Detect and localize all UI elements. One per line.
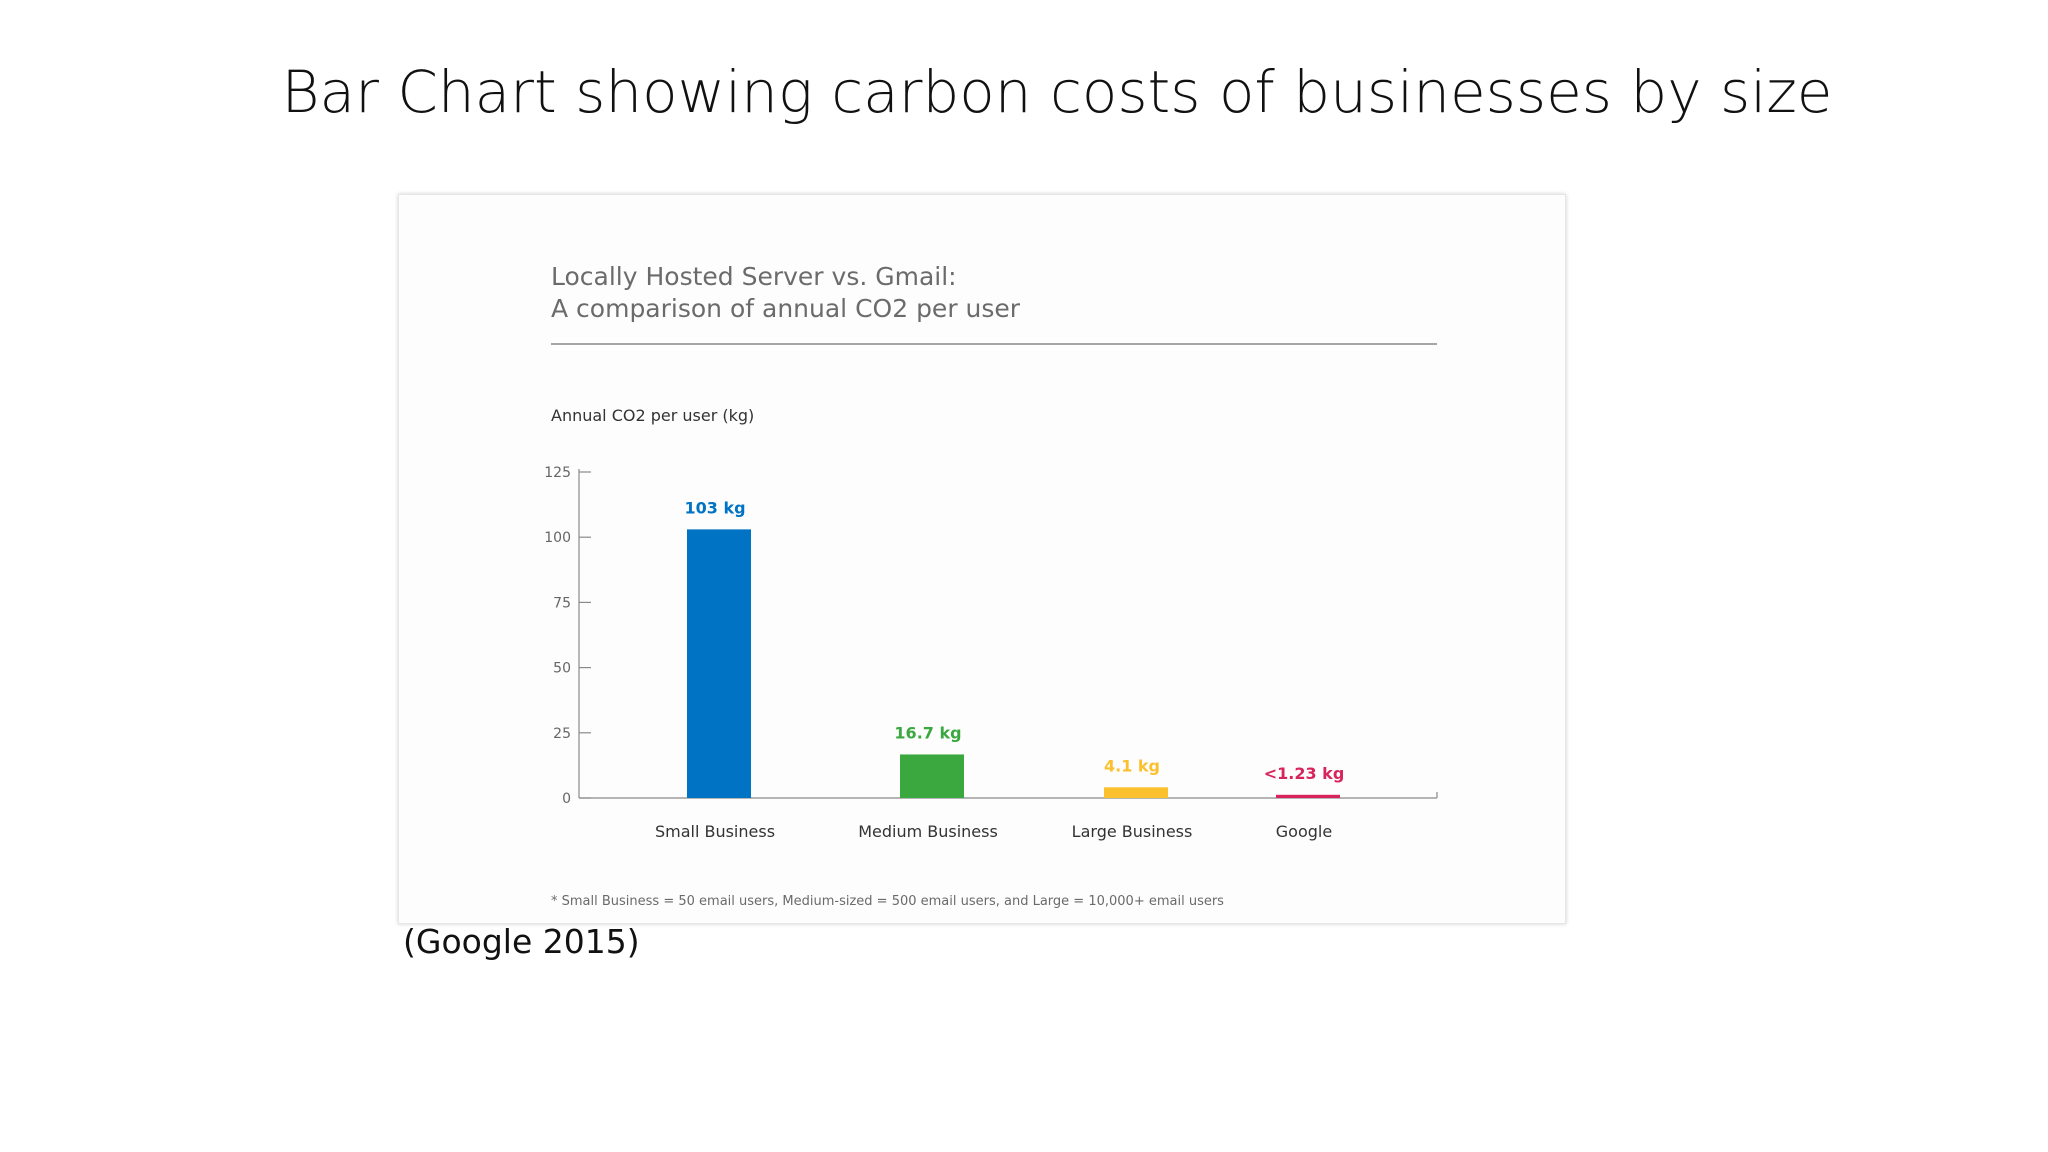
y-tick-label: 50: [553, 661, 571, 677]
bar-data-label: 16.7 kg: [894, 723, 961, 742]
bar-data-label: <1.23 kg: [1264, 764, 1345, 783]
slide-title: Bar Chart showing carbon costs of busine…: [281, 58, 1833, 126]
source-caption: (Google 2015): [403, 922, 640, 961]
y-tick-label: 0: [562, 791, 571, 807]
bar: [687, 529, 751, 798]
chart-title-line-2: A comparison of annual CO2 per user: [551, 294, 1021, 323]
x-category-label: Large Business: [1072, 822, 1193, 841]
y-tick-label: 125: [544, 465, 571, 481]
bar: [900, 754, 964, 798]
bar: [1104, 787, 1168, 798]
y-tick-label: 75: [553, 595, 571, 611]
axes: 0 25 50 75 100 125: [544, 465, 1438, 807]
bars: 103 kg Small Business 16.7 kg Medium Busine…: [655, 498, 1344, 841]
x-category-label: Google: [1276, 822, 1332, 841]
y-tick-label: 25: [553, 726, 571, 742]
x-category-label: Small Business: [655, 822, 775, 841]
chart-title-line-1: Locally Hosted Server vs. Gmail:: [551, 262, 957, 291]
chart-card: Locally Hosted Server vs. Gmail: A compa…: [398, 194, 1566, 924]
y-axis-label: Annual CO2 per user (kg): [551, 406, 754, 425]
x-category-label: Medium Business: [858, 822, 998, 841]
y-tick-label: 100: [544, 530, 571, 546]
bar-data-label: 4.1 kg: [1104, 756, 1160, 775]
chart-footnote: * Small Business = 50 email users, Mediu…: [551, 894, 1224, 909]
bar: [1276, 794, 1340, 798]
bar-data-label: 103 kg: [684, 498, 745, 517]
bar-chart: Locally Hosted Server vs. Gmail: A compa…: [544, 262, 1438, 909]
